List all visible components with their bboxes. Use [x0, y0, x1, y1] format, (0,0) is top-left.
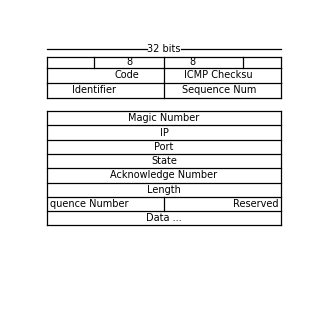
Text: Data ...: Data ... [146, 213, 182, 223]
Text: Magic Number: Magic Number [128, 113, 200, 123]
Text: quence Number: quence Number [50, 199, 128, 209]
Text: 32 bits: 32 bits [147, 44, 181, 54]
Text: Identifier: Identifier [72, 85, 116, 95]
Text: Acknowledge Number: Acknowledge Number [110, 170, 218, 180]
Text: IP: IP [160, 128, 168, 138]
Text: 8: 8 [189, 57, 195, 68]
Text: ICMP Checksu: ICMP Checksu [184, 70, 253, 80]
Text: Code: Code [114, 70, 139, 80]
Text: Length: Length [147, 185, 181, 195]
Text: 8: 8 [126, 57, 132, 68]
Text: Port: Port [154, 142, 174, 152]
Text: State: State [151, 156, 177, 166]
Text: Sequence Num: Sequence Num [181, 85, 256, 95]
Text: Reserved: Reserved [233, 199, 278, 209]
